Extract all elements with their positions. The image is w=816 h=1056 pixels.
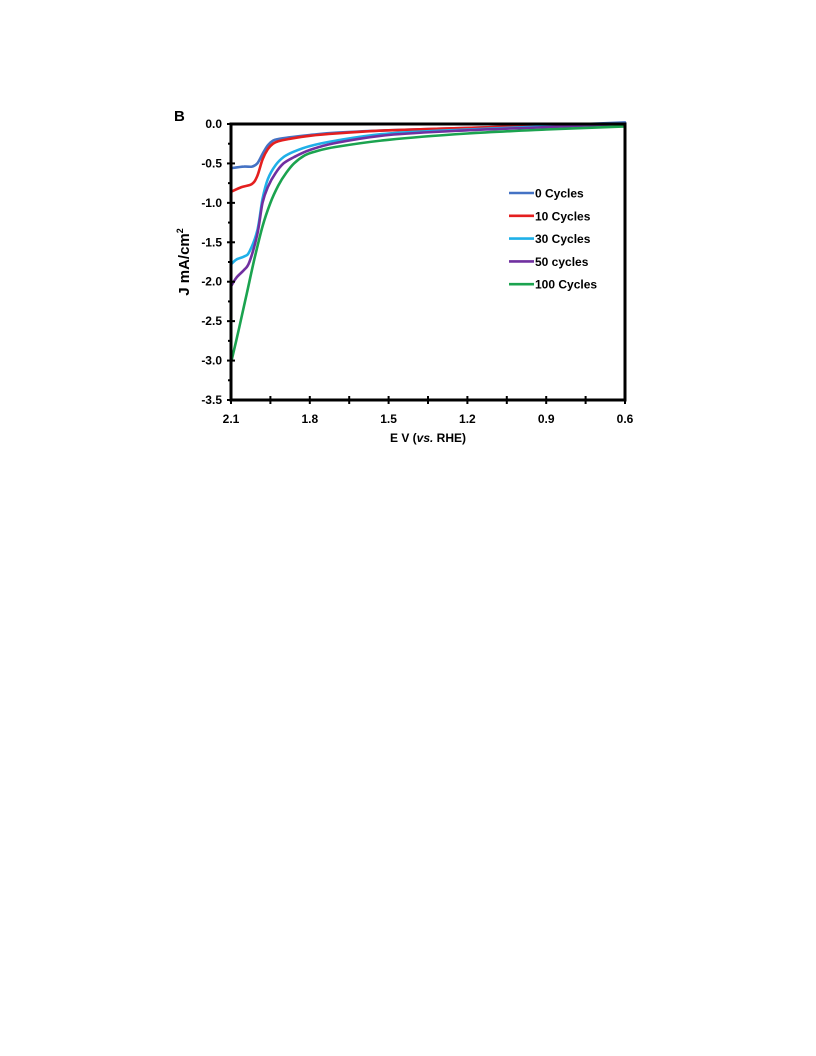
y-tick-label: -2.0 <box>201 275 222 289</box>
legend-label: 30 Cycles <box>535 232 591 246</box>
y-tick-label: -1.5 <box>201 235 222 249</box>
series-layer <box>229 121 627 365</box>
legend-label: 0 Cycles <box>535 187 584 201</box>
y-tick-label: -3.5 <box>201 393 222 407</box>
legend-label: 50 cycles <box>535 255 589 269</box>
x-axis-label: E V (vs. RHE) <box>390 431 466 445</box>
y-tick-label: -3.0 <box>201 354 222 368</box>
y-axis-label-sup: 2 <box>175 228 185 233</box>
series-line-3 <box>229 122 627 288</box>
y-axis-ticks: 0.0 -0.5 -1.0 -1.5 -2.0 -2.5 -3.0 -3.5 <box>201 117 235 407</box>
series-line-1 <box>229 122 627 194</box>
series-line-4 <box>229 125 627 365</box>
x-tick-label: 2.1 <box>223 412 240 426</box>
x-axis-label-italic: vs. <box>417 431 434 445</box>
legend-label: 10 Cycles <box>535 209 591 223</box>
y-tick-label: -1.0 <box>201 196 222 210</box>
x-axis-label-pre: E V ( <box>390 431 417 445</box>
y-tick-label: -2.5 <box>201 314 222 328</box>
x-tick-label: 0.9 <box>538 412 555 426</box>
x-tick-label: 1.2 <box>459 412 476 426</box>
legend: 0 Cycles 10 Cycles 30 Cycles 50 cycles 100 C… <box>509 187 597 292</box>
y-tick-label: -0.5 <box>201 156 222 170</box>
x-tick-label: 1.8 <box>301 412 318 426</box>
y-axis-label: J mA/cm2 <box>175 228 193 296</box>
x-tick-label: 0.6 <box>617 412 634 426</box>
y-axis-label-main: J mA/cm <box>176 233 193 296</box>
legend-label: 100 Cycles <box>535 278 597 292</box>
x-axis-label-post: RHE) <box>433 431 466 445</box>
panel-label: B <box>174 108 185 125</box>
y-tick-label: 0.0 <box>205 117 222 131</box>
x-tick-label: 1.5 <box>380 412 397 426</box>
x-axis-ticks: 2.1 1.8 1.5 1.2 0.9 0.6 <box>223 396 634 426</box>
